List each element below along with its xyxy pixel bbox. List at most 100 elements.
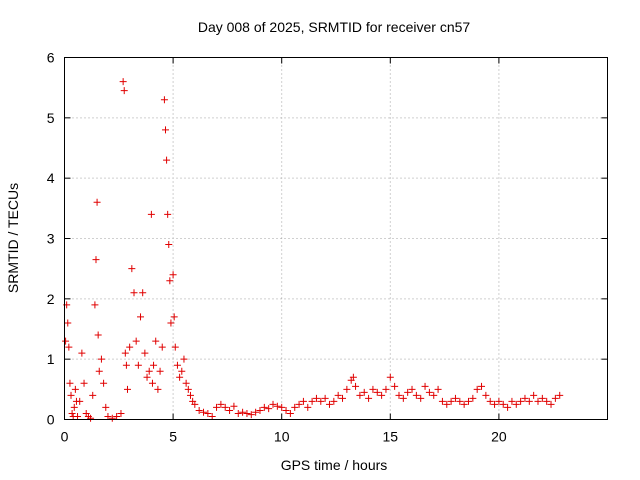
data-point — [343, 385, 351, 393]
data-point — [382, 385, 390, 393]
data-point — [217, 400, 225, 408]
data-point — [108, 414, 116, 422]
data-point — [143, 373, 151, 381]
data-point — [469, 394, 477, 402]
data-point — [543, 397, 551, 405]
data-point — [321, 394, 329, 402]
data-point — [260, 403, 268, 411]
data-point — [425, 388, 433, 396]
x-tick-label: 10 — [274, 429, 290, 445]
y-tick-label: 1 — [47, 351, 55, 367]
data-point — [365, 394, 373, 402]
data-point — [130, 289, 138, 297]
data-point — [349, 373, 357, 381]
data-point — [356, 391, 364, 399]
data-point — [137, 313, 145, 321]
data-point — [451, 394, 459, 402]
data-point — [180, 355, 188, 363]
data-point — [78, 349, 86, 357]
data-point — [171, 343, 179, 351]
data-point — [164, 210, 172, 218]
data-point — [148, 379, 156, 387]
data-point — [178, 367, 186, 375]
x-tick-label: 0 — [61, 429, 69, 445]
data-point — [74, 412, 82, 420]
data-point — [191, 400, 199, 408]
data-point — [167, 319, 175, 327]
data-point — [373, 388, 381, 396]
data-point — [102, 403, 110, 411]
data-point — [195, 406, 203, 414]
data-point — [417, 394, 425, 402]
data-point — [104, 412, 112, 420]
data-point — [295, 400, 303, 408]
data-point — [80, 379, 88, 387]
data-point — [132, 337, 140, 345]
x-tick-label: 20 — [491, 429, 507, 445]
data-point — [126, 343, 134, 351]
data-point — [121, 349, 129, 357]
data-point — [504, 403, 512, 411]
data-point — [386, 373, 394, 381]
data-point — [94, 331, 102, 339]
data-point — [166, 277, 174, 285]
data-point — [399, 394, 407, 402]
data-point — [97, 355, 105, 363]
data-point — [163, 156, 171, 164]
data-point — [117, 409, 125, 417]
data-point — [92, 256, 100, 264]
data-point — [434, 385, 442, 393]
data-point — [486, 397, 494, 405]
data-point — [152, 337, 160, 345]
data-point — [89, 391, 97, 399]
data-point — [491, 400, 499, 408]
data-point — [239, 408, 247, 416]
data-point — [339, 394, 347, 402]
data-point — [308, 397, 316, 405]
data-point — [360, 388, 368, 396]
data-point — [269, 400, 277, 408]
data-point — [286, 409, 294, 417]
data-point — [443, 400, 451, 408]
y-tick-label: 3 — [47, 231, 55, 247]
data-point — [421, 382, 429, 390]
data-point — [299, 397, 307, 405]
data-point — [234, 409, 242, 417]
data-point — [173, 361, 181, 369]
data-point — [139, 289, 147, 297]
data-point — [91, 301, 99, 309]
data-point — [182, 379, 190, 387]
data-point — [147, 210, 155, 218]
data-point — [200, 408, 208, 416]
data-point — [70, 403, 78, 411]
y-tick-label: 0 — [47, 412, 55, 428]
data-point — [556, 391, 564, 399]
data-point — [530, 391, 538, 399]
data-point — [317, 397, 325, 405]
y-tick-label: 6 — [47, 50, 55, 66]
data-point — [478, 382, 486, 390]
data-point — [438, 397, 446, 405]
data-point — [66, 379, 74, 387]
data-point — [265, 405, 273, 413]
data-point — [291, 403, 299, 411]
data-point — [508, 397, 516, 405]
data-point — [134, 361, 142, 369]
data-point — [551, 394, 559, 402]
data-point — [273, 402, 281, 410]
data-point — [186, 391, 194, 399]
data-point — [499, 400, 507, 408]
data-point — [330, 397, 338, 405]
data-point — [71, 385, 79, 393]
data-point — [95, 367, 103, 375]
data-point — [204, 409, 212, 417]
data-point — [430, 391, 438, 399]
data-point — [538, 394, 546, 402]
data-point — [369, 385, 377, 393]
chart-title: Day 008 of 2025, SRMTID for receiver cn5… — [198, 19, 471, 35]
data-point — [460, 400, 468, 408]
data-point — [141, 349, 149, 357]
data-point — [230, 402, 238, 410]
data-point — [456, 397, 464, 405]
